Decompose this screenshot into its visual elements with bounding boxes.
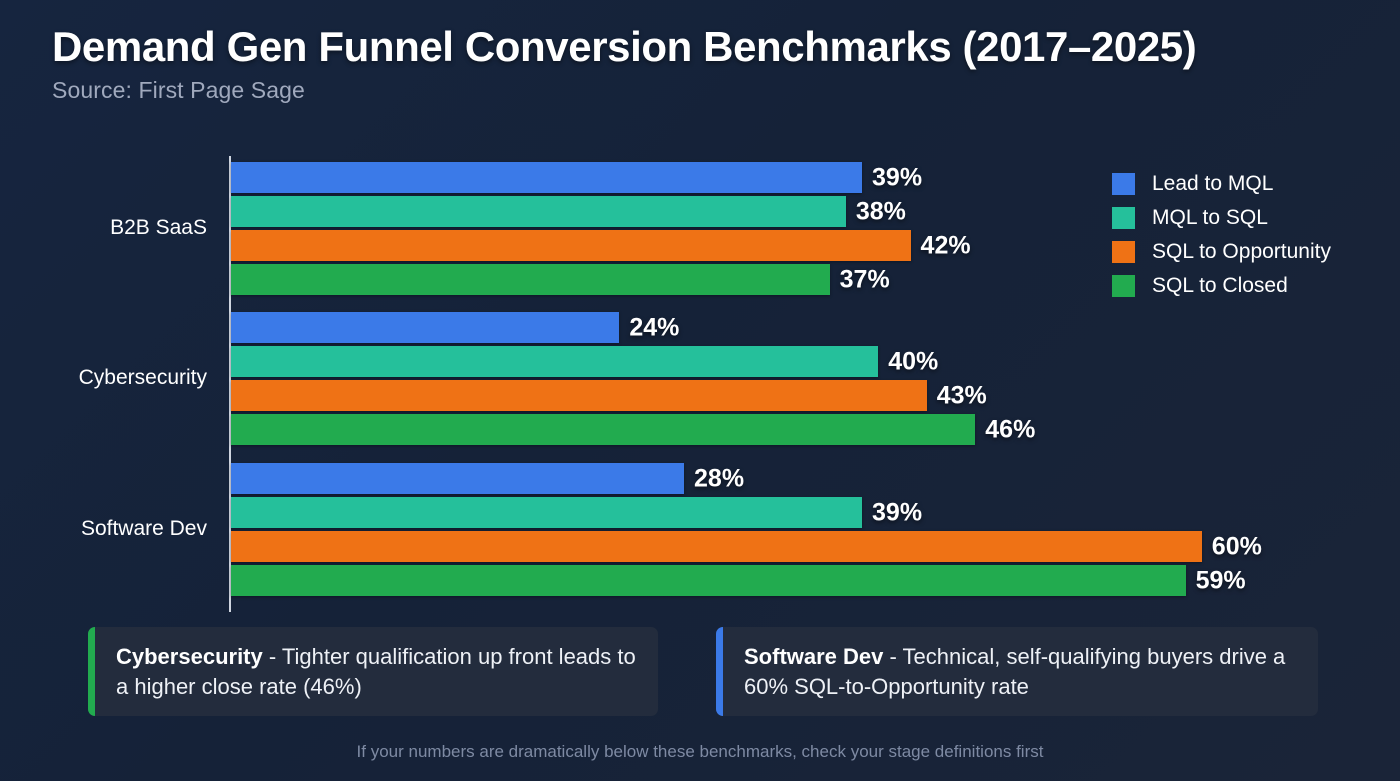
bar-group: Cybersecurity 24% 40% 43% 46% [0,312,1400,448]
bar-value-label: 46% [985,415,1036,443]
callout-card: Software Dev - Technical, self-qualifyin… [716,627,1318,716]
bar[interactable] [231,346,879,377]
bar[interactable] [231,196,846,227]
callout-title: Software Dev [744,644,884,670]
bar-value-label: 43% [936,381,987,409]
legend-item[interactable]: MQL to SQL [1112,201,1331,235]
bar-group: Software Dev 28% 39% 60% 59% [0,463,1400,599]
callout-accent-bar [716,627,723,716]
callout-title: Cybersecurity [116,644,263,670]
bar[interactable] [231,414,976,445]
bar[interactable] [231,312,620,343]
bar-value-label: 38% [855,197,906,225]
callout-text: Software Dev - Technical, self-qualifyin… [744,644,1286,699]
callout-accent-bar [88,627,95,716]
callout-text: Cybersecurity - Tighter qualification up… [116,644,636,699]
callout-card: Cybersecurity - Tighter qualification up… [88,627,658,716]
bar-value-label: 60% [1211,532,1262,560]
bar-value-label: 42% [920,231,971,259]
bar-value-label: 59% [1195,566,1246,594]
bar[interactable] [231,162,863,193]
legend-swatch-icon [1112,207,1135,229]
legend-label: Lead to MQL [1152,172,1274,195]
bar-value-label: 37% [839,265,890,293]
bar[interactable] [231,264,830,295]
bar-value-label: 40% [888,347,939,375]
page-title: Demand Gen Funnel Conversion Benchmarks … [52,23,1197,70]
legend-item[interactable]: Lead to MQL [1112,167,1331,201]
bar-row[interactable]: 37% [231,264,950,295]
bar-row[interactable]: 42% [231,230,1031,261]
bar[interactable] [231,531,1202,562]
legend-label: SQL to Opportunity [1152,240,1331,263]
legend-item[interactable]: SQL to Closed [1112,269,1331,303]
category-label: Cybersecurity [78,366,207,389]
category-label: B2B SaaS [110,216,207,239]
bar[interactable] [231,463,685,494]
plot-area: B2B SaaS 39% 38% 42% 37% Cybersecurity 24% 40% 4… [0,150,1400,620]
bar-row[interactable]: 40% [231,346,998,377]
legend-swatch-icon [1112,241,1135,263]
bar[interactable] [231,380,927,411]
y-axis-line [229,156,231,612]
bar-row[interactable]: 60% [231,531,1322,562]
footer-note: If your numbers are dramatically below t… [356,742,1044,761]
bar[interactable] [231,565,1186,596]
bar-value-label: 39% [872,498,923,526]
bar-group: B2B SaaS 39% 38% 42% 37% [0,162,1400,298]
bar-row[interactable]: 28% [231,463,804,494]
chart-header: Demand Gen Funnel Conversion Benchmarks … [52,24,1352,104]
bar-row[interactable]: 39% [231,162,982,193]
chart-subtitle: Source: First Page Sage [52,77,305,104]
legend-swatch-icon [1112,275,1135,297]
bar-row[interactable]: 39% [231,497,982,528]
bar-value-label: 28% [694,464,745,492]
bar-value-label: 39% [872,163,923,191]
bar-row[interactable]: 24% [231,312,739,343]
callout-boxes: Cybersecurity - Tighter qualification up… [0,627,1400,717]
legend-swatch-icon [1112,173,1135,195]
bar-value-label: 24% [629,313,680,341]
bar-row[interactable]: 46% [231,414,1095,445]
bar[interactable] [231,497,863,528]
bar-row[interactable]: 38% [231,196,966,227]
legend-item[interactable]: SQL to Opportunity [1112,235,1331,269]
category-label: Software Dev [80,517,207,540]
bar-row[interactable]: 43% [231,380,1047,411]
bar[interactable] [231,230,911,261]
bar-row[interactable]: 59% [231,565,1306,596]
legend-label: MQL to SQL [1152,206,1268,229]
chart-legend: Lead to MQL MQL to SQL SQL to Opportunity S… [1112,167,1331,303]
legend-label: SQL to Closed [1152,274,1288,297]
